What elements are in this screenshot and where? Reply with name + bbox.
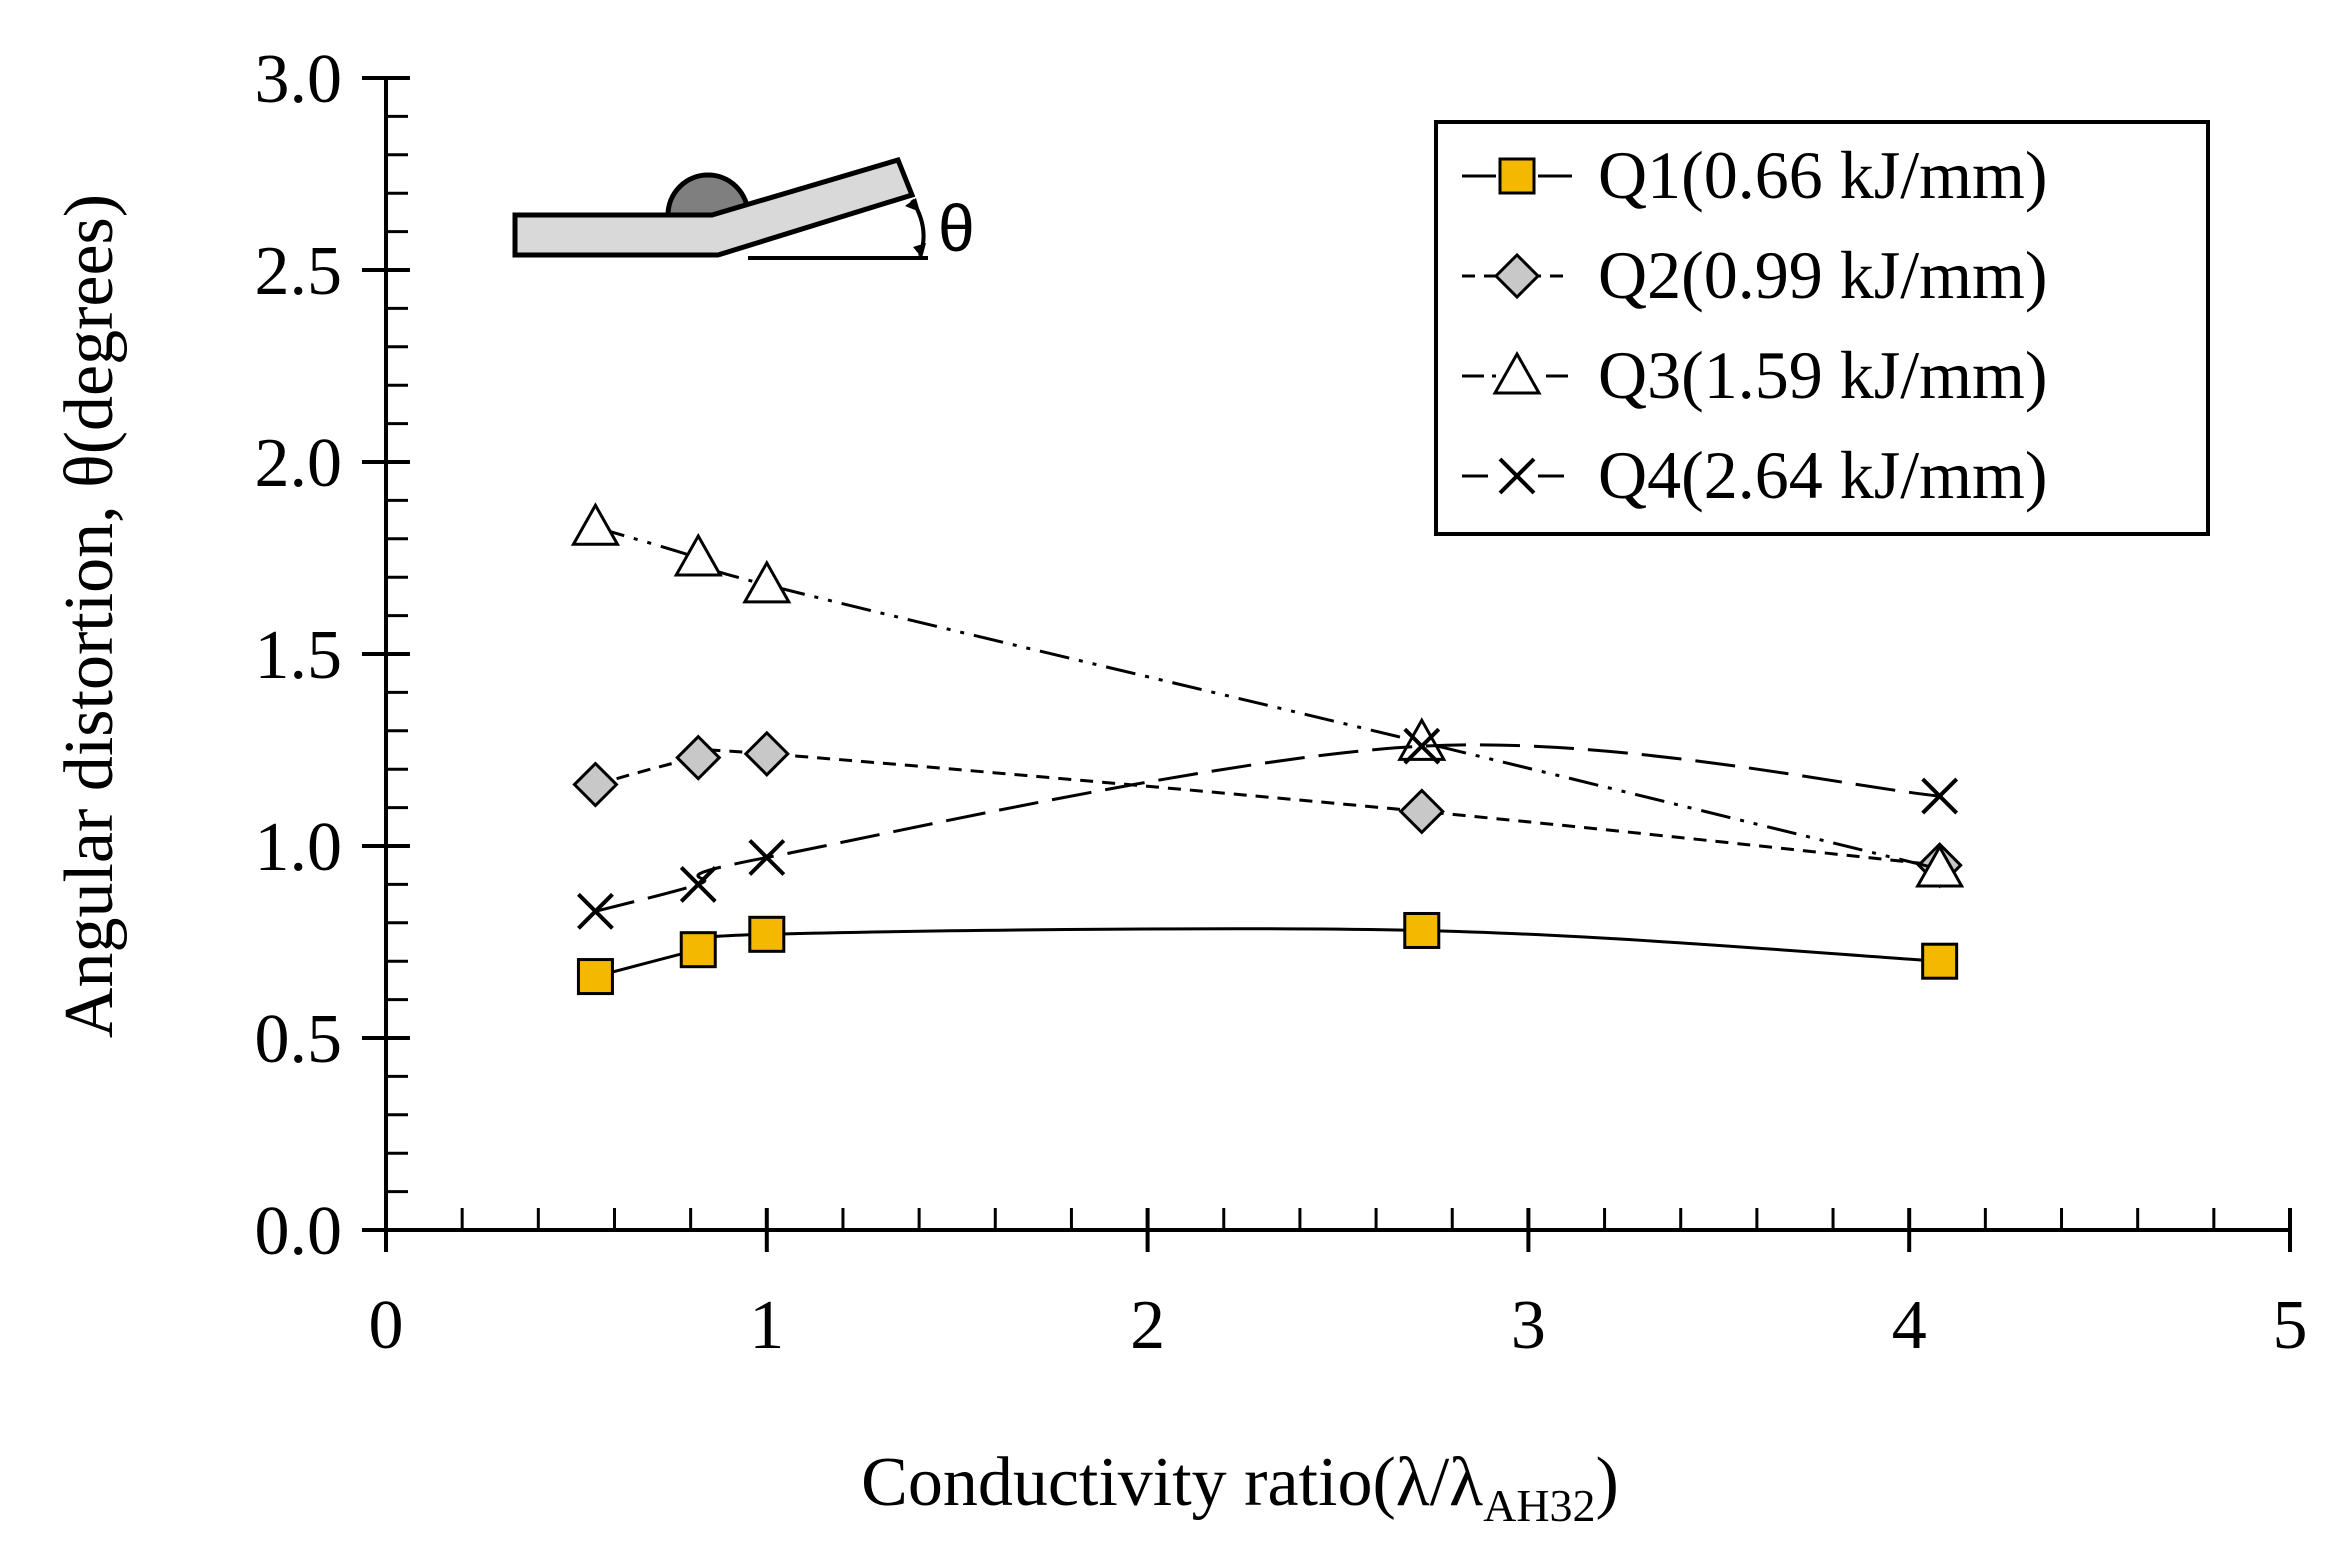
y-tick-label: 0.0: [255, 1193, 343, 1270]
data-point: [577, 892, 614, 930]
legend-label-q1: Q1(0.66 kJ/mm): [1598, 137, 2048, 213]
data-point: [572, 761, 619, 808]
legend-marker: [1498, 457, 1536, 495]
data-point: [1921, 777, 1959, 815]
series-line: [595, 927, 1940, 979]
data-point: [1403, 727, 1441, 765]
legend-item-4: [1462, 450, 1572, 502]
theta-label: θ: [938, 191, 975, 265]
legend-label-q4: Q4(2.64 kJ/mm): [1598, 437, 2048, 513]
series-1: [576, 911, 1959, 996]
legend-marker: [1493, 252, 1541, 300]
x-axis-title-main: Conductivity ratio(λ/λ: [861, 1444, 1483, 1521]
legend-item-1: [1462, 150, 1572, 202]
y-tick-label: 0.5: [255, 1001, 343, 1078]
series-2: [572, 730, 1963, 889]
x-tick-label: 4: [1892, 1287, 1927, 1364]
major-ticks: [362, 76, 2292, 1252]
legend-items: [1462, 150, 1572, 502]
series-line: [595, 525, 1941, 871]
y-tick-label: 3.0: [255, 41, 343, 118]
y-tick-labels: 0.0 0.5 1.0 1.5 2.0 2.5 3.0: [255, 41, 343, 1270]
y-tick-label: 2.0: [255, 425, 343, 502]
weld-bead: [665, 172, 751, 218]
data-point: [570, 502, 621, 546]
angle-arrow-bottom: [913, 243, 926, 258]
x-axis-title-suffix: ): [1596, 1444, 1619, 1521]
series-layer: [570, 502, 1965, 996]
legend: Q1(0.66 kJ/mm) Q2(0.99 kJ/mm) Q3(1.59 kJ…: [1434, 120, 2210, 536]
x-tick-label: 3: [1511, 1287, 1546, 1364]
series-line: [595, 743, 1940, 913]
legend-marker: [1498, 157, 1536, 195]
data-point: [1397, 717, 1447, 761]
data-point: [748, 839, 786, 876]
data-point: [679, 865, 717, 903]
x-axis-title: Conductivity ratio(λ/λAH32): [861, 1444, 1619, 1531]
legend-item-2: [1462, 250, 1572, 302]
x-tick-label: 5: [2273, 1287, 2308, 1364]
x-tick-label: 2: [1130, 1287, 1165, 1364]
legend-box: [1434, 120, 2210, 536]
legend-label-q3: Q3(1.59 kJ/mm): [1598, 337, 2048, 413]
data-point: [1403, 911, 1441, 949]
series-3: [570, 502, 1965, 888]
data-point: [1921, 942, 1959, 980]
y-tick-label: 1.0: [255, 809, 343, 886]
data-point: [742, 559, 792, 604]
data-point: [679, 931, 717, 969]
series-line: [595, 748, 1940, 867]
angle-arrow-top: [905, 198, 920, 212]
bent-plate: [512, 156, 916, 258]
x-axis-title-subscript: AH32: [1483, 1480, 1595, 1531]
x-tick-labels: 0 1 2 3 4 5: [369, 1287, 2308, 1364]
legend-item-3: [1462, 350, 1572, 402]
distortion-diagram: θ: [512, 156, 975, 265]
x-tick-label: 1: [749, 1287, 784, 1364]
axes: 0.0 0.5 1.0 1.5 2.0 2.5 3.0 0 1 2 3 4 5: [255, 41, 2308, 1364]
data-point: [576, 958, 614, 996]
legend-label-q2: Q2(0.99 kJ/mm): [1598, 237, 2048, 313]
y-axis-title: Angular distortion, θ(degrees): [51, 194, 128, 1038]
data-point: [675, 734, 722, 781]
data-point: [673, 532, 723, 577]
data-point: [1398, 788, 1445, 835]
x-tick-label: 0: [369, 1287, 404, 1364]
y-tick-label: 2.5: [255, 233, 343, 310]
y-tick-label: 1.5: [255, 617, 343, 694]
data-point: [743, 730, 790, 777]
legend-marker: [1492, 350, 1542, 395]
series-4: [577, 727, 1959, 930]
data-point: [1915, 843, 1965, 888]
data-point: [748, 915, 786, 953]
